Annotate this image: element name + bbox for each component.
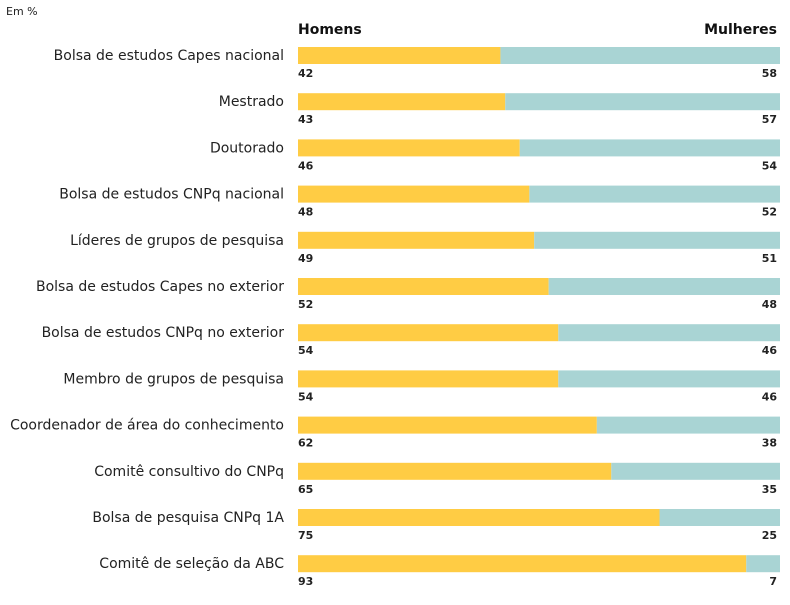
- value-label-mulheres: 38: [762, 437, 777, 450]
- bar-homens: [298, 462, 612, 480]
- bar-homens: [298, 370, 559, 388]
- category-label: Líderes de grupos de pesquisa: [70, 233, 284, 249]
- bar-mulheres: [558, 324, 780, 342]
- bar-mulheres: [500, 47, 780, 64]
- bar-homens: [298, 139, 520, 157]
- value-label-homens: 54: [298, 344, 314, 357]
- bar-homens: [298, 93, 506, 111]
- bar-mulheres: [534, 231, 780, 249]
- value-label-mulheres: 25: [762, 529, 777, 542]
- value-label-mulheres: 52: [762, 206, 777, 219]
- bar-mulheres: [611, 462, 780, 480]
- category-label: Comitê consultivo do CNPq: [94, 464, 284, 480]
- bar-mulheres: [519, 139, 780, 157]
- legend-mulheres: Mulheres: [704, 22, 777, 38]
- value-label-homens: 49: [298, 252, 313, 265]
- bar-homens: [298, 185, 530, 203]
- value-label-homens: 43: [298, 113, 313, 126]
- bar-homens: [298, 47, 501, 64]
- category-label: Mestrado: [219, 94, 284, 110]
- value-label-mulheres: 57: [762, 113, 777, 126]
- bar-mulheres: [659, 509, 780, 526]
- value-label-mulheres: 46: [762, 344, 778, 357]
- bar-homens: [298, 324, 559, 342]
- bar-homens: [298, 416, 597, 434]
- unit-label: Em %: [6, 5, 38, 18]
- value-label-mulheres: 58: [762, 67, 777, 80]
- bar-homens: [298, 555, 747, 573]
- value-label-homens: 93: [298, 575, 313, 588]
- value-label-homens: 52: [298, 298, 313, 311]
- bar-rows: Bolsa de estudos Capes nacional 42 58 Mestr…: [10, 47, 780, 588]
- bar-homens: [298, 231, 535, 249]
- category-label: Comitê de seleção da ABC: [99, 556, 284, 572]
- bar-mulheres: [596, 416, 780, 434]
- bar-mulheres: [746, 555, 780, 573]
- value-label-mulheres: 35: [762, 483, 777, 496]
- bar-mulheres: [505, 93, 780, 111]
- category-label: Bolsa de estudos CNPq no exterior: [42, 325, 285, 341]
- value-label-homens: 48: [298, 206, 313, 219]
- value-label-homens: 65: [298, 483, 313, 496]
- category-label: Coordenador de área do conhecimento: [10, 418, 284, 434]
- value-label-mulheres: 51: [762, 252, 777, 265]
- category-label: Doutorado: [210, 140, 284, 156]
- category-label: Membro de grupos de pesquisa: [63, 371, 284, 387]
- category-label: Bolsa de pesquisa CNPq 1A: [92, 510, 284, 526]
- value-label-homens: 54: [298, 390, 314, 403]
- bar-mulheres: [529, 185, 780, 203]
- legend-homens: Homens: [298, 22, 362, 38]
- bar-mulheres: [558, 370, 780, 388]
- value-label-mulheres: 7: [769, 575, 777, 588]
- bar-mulheres: [548, 278, 780, 295]
- value-label-mulheres: 46: [762, 390, 778, 403]
- value-label-homens: 75: [298, 529, 313, 542]
- bar-homens: [298, 509, 660, 526]
- category-label: Bolsa de estudos Capes nacional: [54, 48, 284, 64]
- value-label-homens: 46: [298, 159, 314, 172]
- category-label: Bolsa de estudos Capes no exterior: [36, 279, 284, 295]
- value-label-mulheres: 54: [762, 159, 778, 172]
- bar-homens: [298, 278, 549, 295]
- value-label-homens: 42: [298, 67, 313, 80]
- value-label-homens: 62: [298, 437, 313, 450]
- category-label: Bolsa de estudos CNPq nacional: [59, 187, 284, 203]
- value-label-mulheres: 48: [762, 298, 777, 311]
